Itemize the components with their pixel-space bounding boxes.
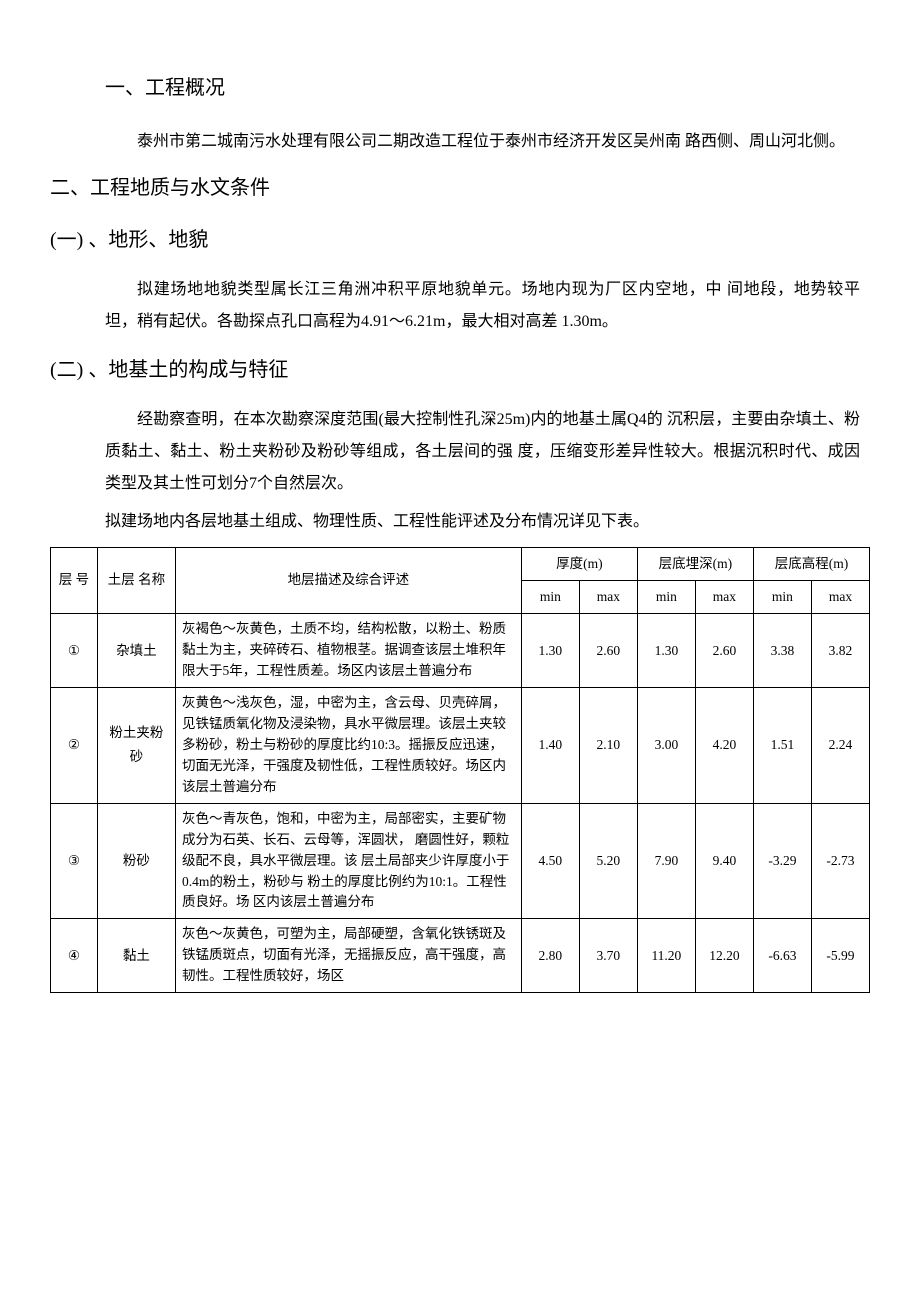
heading-terrain-subsection: (一) 、地形、地貌 <box>50 222 870 258</box>
cell-elev-max: -5.99 <box>811 919 869 993</box>
cell-thickness-max: 3.70 <box>579 919 637 993</box>
foundation-content: 经勘察查明，在本次勘察深度范围(最大控制性孔深25m)内的地基土属Q4的 沉积层… <box>105 404 860 500</box>
th-layer-name: 土层 名称 <box>97 547 175 614</box>
cell-elev-min: -6.63 <box>753 919 811 993</box>
cell-layer-name: 粉砂 <box>97 803 175 919</box>
th-desc: 地层描述及综合评述 <box>175 547 521 614</box>
th-elev-max: max <box>811 581 869 614</box>
cell-layer-name: 黏土 <box>97 919 175 993</box>
cell-elev-max: 2.24 <box>811 688 869 804</box>
th-elev-min: min <box>753 581 811 614</box>
cell-thickness-min: 4.50 <box>521 803 579 919</box>
th-thickness-max: max <box>579 581 637 614</box>
cell-layer-no: ② <box>51 688 98 804</box>
cell-desc: 灰色〜青灰色，饱和，中密为主，局部密实，主要矿物成分为石英、长石、云母等，浑圆状… <box>175 803 521 919</box>
cell-layer-name: 粉土夹粉砂 <box>97 688 175 804</box>
cell-layer-name: 杂填土 <box>97 614 175 688</box>
soil-layers-table: 层 号 土层 名称 地层描述及综合评述 厚度(m) 层底埋深(m) 层底高程(m… <box>50 547 870 993</box>
th-layer-no: 层 号 <box>51 547 98 614</box>
cell-depth-max: 9.40 <box>695 803 753 919</box>
heading-2-1-text: (一) 、地形、地貌 <box>50 229 208 251</box>
cell-thickness-max: 5.20 <box>579 803 637 919</box>
cell-depth-min: 11.20 <box>637 919 695 993</box>
table-row: ② 粉土夹粉砂 灰黄色〜浅灰色，湿，中密为主，含云母、贝壳碎屑，见铁锰质氧化物及… <box>51 688 870 804</box>
table-body: ① 杂填土 灰褐色〜灰黄色，土质不均，结构松散，以粉土、粉质黏土为主，夹碎砖石、… <box>51 614 870 993</box>
cell-depth-max: 4.20 <box>695 688 753 804</box>
cell-thickness-max: 2.60 <box>579 614 637 688</box>
cell-thickness-min: 2.80 <box>521 919 579 993</box>
heading-1-text: 一、工程概况 <box>105 77 225 99</box>
table-header-row-1: 层 号 土层 名称 地层描述及综合评述 厚度(m) 层底埋深(m) 层底高程(m… <box>51 547 870 580</box>
cell-elev-min: -3.29 <box>753 803 811 919</box>
paragraph-foundation: 经勘察查明，在本次勘察深度范围(最大控制性孔深25m)内的地基土属Q4的 沉积层… <box>105 404 860 500</box>
heading-geology: 二、工程地质与水文条件 <box>50 170 870 206</box>
cell-layer-no: ① <box>51 614 98 688</box>
heading-foundation-subsection: (二) 、地基土的构成与特征 <box>50 352 870 388</box>
th-thickness: 厚度(m) <box>521 547 637 580</box>
cell-depth-max: 2.60 <box>695 614 753 688</box>
cell-depth-max: 12.20 <box>695 919 753 993</box>
table-row: ① 杂填土 灰褐色〜灰黄色，土质不均，结构松散，以粉土、粉质黏土为主，夹碎砖石、… <box>51 614 870 688</box>
cell-layer-no: ③ <box>51 803 98 919</box>
cell-layer-no: ④ <box>51 919 98 993</box>
heading-overview: 一、工程概况 <box>105 70 870 106</box>
th-elevation: 层底高程(m) <box>753 547 869 580</box>
table-intro-text: 拟建场地内各层地基土组成、物理性质、工程性能评述及分布情况详见下表。 <box>105 508 870 537</box>
paragraph-terrain: 拟建场地地貌类型属长江三角洲冲积平原地貌单元。场地内现为厂区内空地，中 间地段，… <box>105 274 860 338</box>
overview-content: 泰州市第二城南污水处理有限公司二期改造工程位于泰州市经济开发区吴州南 路西侧、周… <box>105 126 860 158</box>
cell-depth-min: 1.30 <box>637 614 695 688</box>
cell-elev-min: 3.38 <box>753 614 811 688</box>
cell-elev-min: 1.51 <box>753 688 811 804</box>
table-row: ③ 粉砂 灰色〜青灰色，饱和，中密为主，局部密实，主要矿物成分为石英、长石、云母… <box>51 803 870 919</box>
cell-thickness-min: 1.30 <box>521 614 579 688</box>
cell-depth-min: 7.90 <box>637 803 695 919</box>
heading-2-2-text: (二) 、地基土的构成与特征 <box>50 359 288 381</box>
table-row: ④ 黏土 灰色〜灰黄色，可塑为主，局部硬塑，含氧化铁锈斑及铁锰质斑点，切面有光泽… <box>51 919 870 993</box>
cell-depth-min: 3.00 <box>637 688 695 804</box>
th-depth-max: max <box>695 581 753 614</box>
cell-desc: 灰色〜灰黄色，可塑为主，局部硬塑，含氧化铁锈斑及铁锰质斑点，切面有光泽，无摇振反… <box>175 919 521 993</box>
cell-desc: 灰黄色〜浅灰色，湿，中密为主，含云母、贝壳碎屑，见铁锰质氧化物及浸染物，具水平微… <box>175 688 521 804</box>
cell-desc: 灰褐色〜灰黄色，土质不均，结构松散，以粉土、粉质黏土为主，夹碎砖石、植物根茎。据… <box>175 614 521 688</box>
paragraph-overview: 泰州市第二城南污水处理有限公司二期改造工程位于泰州市经济开发区吴州南 路西侧、周… <box>105 126 860 158</box>
cell-thickness-max: 2.10 <box>579 688 637 804</box>
heading-2-text: 二、工程地质与水文条件 <box>50 177 270 199</box>
cell-elev-max: -2.73 <box>811 803 869 919</box>
cell-thickness-min: 1.40 <box>521 688 579 804</box>
cell-elev-max: 3.82 <box>811 614 869 688</box>
th-depth-min: min <box>637 581 695 614</box>
th-thickness-min: min <box>521 581 579 614</box>
th-depth: 层底埋深(m) <box>637 547 753 580</box>
terrain-content: 拟建场地地貌类型属长江三角洲冲积平原地貌单元。场地内现为厂区内空地，中 间地段，… <box>105 274 860 338</box>
